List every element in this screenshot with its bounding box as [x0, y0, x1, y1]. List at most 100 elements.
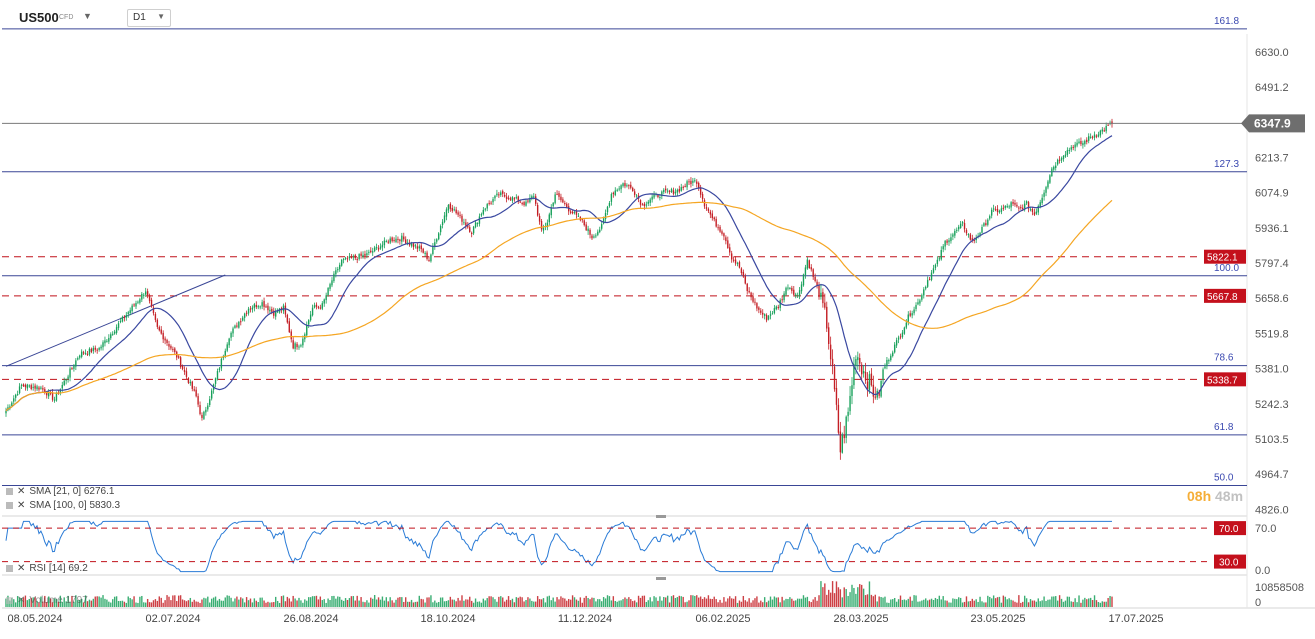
volume-bar — [422, 599, 424, 607]
candle — [205, 409, 207, 413]
volume-bar — [393, 602, 395, 607]
volume-bar — [80, 598, 83, 607]
candle — [952, 234, 954, 237]
candle — [845, 416, 847, 438]
symbol-label[interactable]: US500 — [19, 10, 59, 25]
close-icon[interactable]: ✕ — [17, 486, 26, 497]
symbol-dropdown-chevron-icon[interactable]: ▼ — [83, 11, 92, 21]
volume-bar — [356, 595, 358, 607]
timeframe-select[interactable]: D1 ▼ — [127, 9, 171, 27]
volume-bar — [113, 596, 116, 607]
candle — [612, 192, 615, 195]
candle — [663, 189, 665, 193]
volume-bar — [1023, 595, 1026, 607]
close-icon[interactable]: ✕ — [17, 563, 26, 574]
volume-bar — [998, 596, 1001, 607]
fibonacci-level-label: 61.8 — [1214, 422, 1234, 433]
volume-bar — [73, 601, 75, 607]
volume-bar — [544, 602, 547, 607]
rsi-legend[interactable]: ✕ RSI [14] 69.2 — [6, 563, 88, 574]
candle — [509, 198, 512, 200]
candle — [135, 303, 137, 307]
x-axis-tick-label: 17.07.2025 — [1108, 613, 1163, 625]
volume-bar — [1014, 601, 1016, 607]
candle — [496, 193, 498, 196]
volume-bar — [649, 597, 651, 607]
candle — [944, 240, 946, 247]
volume-bar — [763, 597, 766, 607]
volume-legend[interactable]: ✕ Volume 1797 — [6, 595, 88, 606]
sma21-legend[interactable]: ✕ SMA [21, 0] 6276.1 — [6, 486, 114, 497]
volume-bar — [472, 602, 475, 607]
volume-bar — [115, 596, 118, 607]
volume-bar — [835, 581, 838, 607]
candle — [983, 223, 985, 226]
candle — [166, 339, 168, 344]
candle — [878, 391, 880, 396]
candle — [705, 207, 708, 209]
sma100-legend[interactable]: ✕ SMA [100, 0] 5830.3 — [6, 500, 120, 511]
volume-bar — [659, 596, 661, 607]
volume-bar — [923, 599, 925, 607]
candle — [469, 227, 471, 232]
candle — [872, 384, 875, 397]
candle — [915, 305, 917, 309]
candle — [1014, 202, 1016, 205]
volume-bar — [59, 595, 62, 607]
candle — [86, 353, 89, 355]
candle — [795, 294, 797, 296]
volume-bar — [1099, 602, 1102, 607]
candle — [162, 332, 164, 340]
candle — [736, 263, 739, 265]
candle — [30, 385, 32, 389]
volume-bar — [954, 598, 956, 607]
candle — [890, 355, 892, 361]
sma100-legend-label: SMA [100, 0] — [29, 500, 87, 511]
candle — [67, 376, 69, 380]
volume-bar — [158, 596, 160, 607]
volume-bar — [296, 600, 298, 607]
volume-bar — [100, 597, 102, 607]
candle — [680, 187, 682, 191]
volume-bar — [599, 599, 601, 607]
candle — [657, 194, 659, 197]
volume-bar — [309, 597, 312, 607]
candle — [498, 194, 500, 196]
candle — [632, 187, 634, 192]
candle — [96, 349, 98, 351]
candle — [758, 307, 760, 310]
candle — [352, 256, 355, 258]
volume-bar — [828, 589, 830, 607]
volume-bar — [909, 596, 911, 607]
volume-bar — [754, 598, 756, 607]
volume-bar — [399, 597, 401, 607]
candle — [307, 320, 310, 325]
candle — [791, 287, 793, 291]
volume-bar — [847, 595, 849, 607]
candle — [826, 306, 828, 329]
horizontal-level-tag — [1204, 249, 1246, 264]
x-axis-tick-label: 06.02.2025 — [695, 613, 750, 625]
candle — [963, 223, 966, 230]
candle — [494, 195, 496, 199]
volume-bar — [152, 600, 155, 607]
close-icon[interactable]: ✕ — [17, 595, 26, 606]
volume-bar — [1111, 596, 1113, 607]
close-icon[interactable]: ✕ — [17, 500, 26, 511]
candle — [90, 348, 93, 353]
candle-countdown: 08h 48m — [1187, 488, 1243, 504]
candle — [1060, 158, 1063, 161]
candle — [1043, 192, 1045, 197]
sma21-legend-label: SMA [21, 0] — [29, 486, 82, 497]
candle — [467, 224, 469, 228]
volume-bar — [963, 601, 966, 607]
volume-bar — [403, 601, 405, 607]
volume-bar — [756, 596, 758, 607]
candle — [1020, 207, 1022, 209]
candle — [65, 379, 67, 381]
candle — [139, 299, 141, 303]
candle — [193, 389, 195, 391]
volume-bar — [1093, 595, 1096, 607]
volume-bar — [884, 596, 886, 607]
